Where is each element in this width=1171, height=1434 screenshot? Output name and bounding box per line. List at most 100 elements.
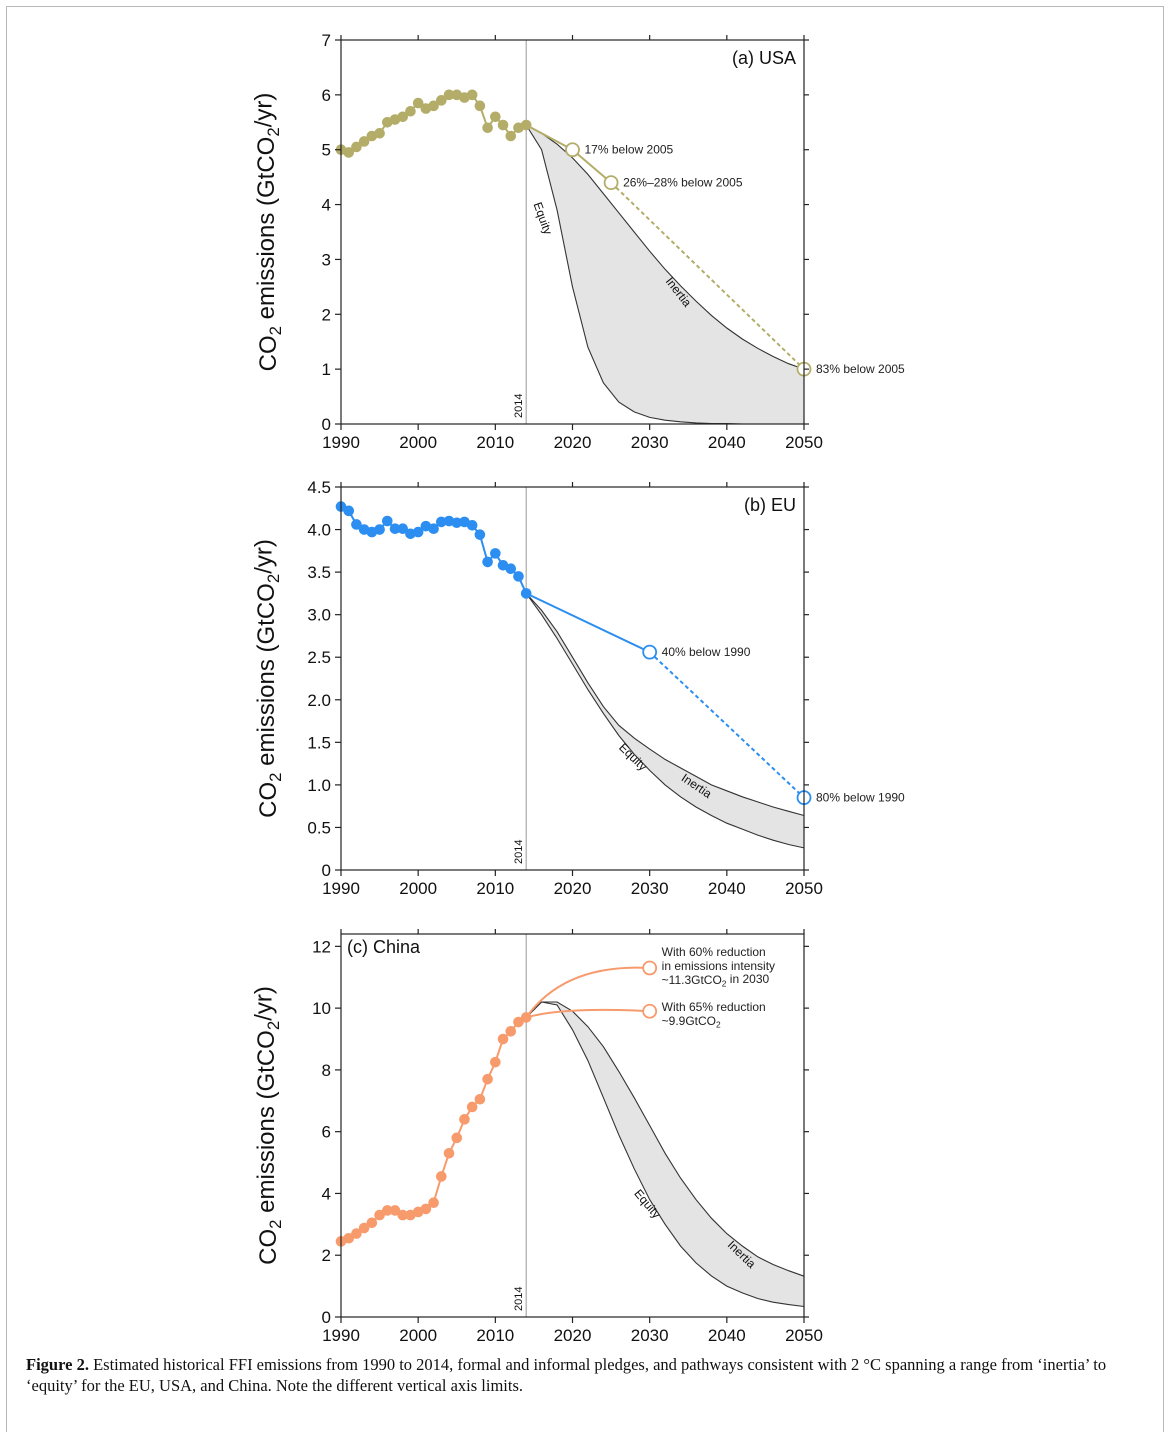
x-tick-label: 1990 <box>322 1326 360 1345</box>
history-point <box>436 1171 447 1182</box>
history-point <box>451 1132 463 1144</box>
history-point <box>466 89 478 101</box>
y-tick-label: 1 <box>322 360 331 379</box>
pledge-label-line: With 60% reduction <box>662 945 766 959</box>
history-point <box>397 111 409 123</box>
history-point <box>505 1025 517 1037</box>
pathway-band <box>526 125 804 424</box>
y-tick-label: 3.0 <box>307 606 331 625</box>
history-point <box>351 141 362 153</box>
history-point <box>482 1073 493 1085</box>
history-point <box>428 523 439 535</box>
pledge-label-line: in emissions intensity <box>662 959 775 973</box>
y-axis-label: CO2​ emissions (GtCO2​/yr) <box>251 93 285 372</box>
y-tick-label: 8 <box>322 1061 331 1080</box>
x-tick-label: 2040 <box>708 1326 746 1345</box>
x-tick-label: 2040 <box>708 879 746 898</box>
y-tick-label: 5 <box>322 141 331 160</box>
history-point <box>482 556 493 568</box>
y-tick-label: 7 <box>322 31 331 50</box>
y-tick-label: 4.0 <box>307 521 331 540</box>
pledge-point <box>642 960 658 976</box>
panel-label: (a) USA <box>732 48 796 68</box>
year-marker-label: 2014 <box>513 840 525 864</box>
y-axis-label: CO2​ emissions (GtCO2​/yr) <box>251 539 285 818</box>
history-point <box>412 97 424 109</box>
history-point <box>405 106 416 117</box>
history-point <box>358 136 370 147</box>
x-tick-label: 1990 <box>322 879 360 898</box>
panel-label: (b) EU <box>744 495 796 515</box>
panel-label: (c) China <box>347 937 421 957</box>
y-tick-label: 12 <box>312 937 331 956</box>
history-point <box>451 517 463 529</box>
history-point <box>343 505 355 517</box>
history-point <box>397 1209 409 1221</box>
history-point <box>505 563 517 575</box>
pledge-point <box>565 142 580 158</box>
history-point <box>436 95 447 106</box>
x-tick-label: 2000 <box>399 433 437 452</box>
x-tick-label: 2050 <box>785 1326 823 1345</box>
history-point <box>474 1093 486 1105</box>
pledge-curve <box>525 966 650 1018</box>
equity-pathway-line <box>525 1001 805 1308</box>
x-tick-label: 2050 <box>785 433 823 452</box>
history-point <box>382 1205 393 1216</box>
inertia-pathway-line <box>525 593 805 817</box>
history-point <box>466 520 478 531</box>
y-tick-label: 2.5 <box>307 648 331 667</box>
pledge-label: 26%–28% below 2005 <box>623 176 743 190</box>
history-point <box>428 1197 439 1209</box>
y-tick-label: 4 <box>322 196 331 215</box>
history-point <box>520 588 532 599</box>
x-tick-label: 2020 <box>554 1326 592 1345</box>
pledge-label-line: ~11.3GtCO2​ in 2030 <box>662 972 770 989</box>
pledge-label: 40% below 1990 <box>662 645 751 659</box>
history-point <box>351 519 362 530</box>
history-point <box>358 1222 370 1234</box>
x-tick-label: 2030 <box>631 879 669 898</box>
pledge-curve <box>525 1008 650 1019</box>
y-tick-label: 6 <box>322 1123 331 1142</box>
y-tick-label: 2.0 <box>307 691 331 710</box>
x-tick-label: 2010 <box>476 879 514 898</box>
history-point <box>497 1033 509 1045</box>
y-axis-label: CO2​ emissions (GtCO2​/yr) <box>251 986 285 1265</box>
inertia-pathway-line <box>525 124 805 370</box>
y-tick-label: 4.5 <box>307 478 331 497</box>
x-tick-label: 2030 <box>631 433 669 452</box>
year-marker-label: 2014 <box>513 394 525 418</box>
pledge-label-line: With 65% reduction <box>662 1000 766 1014</box>
history-point <box>443 89 455 101</box>
history-point <box>436 516 447 528</box>
pledge-point <box>642 644 658 660</box>
pledge-line <box>525 592 651 654</box>
y-tick-label: 3 <box>322 250 331 269</box>
history-point <box>389 523 401 535</box>
x-tick-label: 2030 <box>631 1326 669 1345</box>
history-point <box>343 1232 355 1244</box>
y-tick-label: 6 <box>322 86 331 105</box>
caption-label: Figure 2. <box>26 1355 89 1374</box>
y-tick-label: 2 <box>322 1246 331 1265</box>
pledge-point <box>642 1003 658 1019</box>
x-tick-label: 2010 <box>476 433 514 452</box>
pledge-line <box>610 181 805 370</box>
x-tick-label: 1990 <box>322 433 360 452</box>
y-tick-label: 2 <box>322 305 331 324</box>
history-point <box>474 100 486 112</box>
x-tick-label: 2020 <box>554 433 592 452</box>
pledge-line <box>525 124 573 151</box>
history-point <box>482 122 493 134</box>
x-tick-label: 2020 <box>554 879 592 898</box>
inertia-pathway-line <box>525 1001 805 1277</box>
pledge-label-line: ~9.9GtCO2​ <box>662 1014 721 1030</box>
x-tick-label: 2010 <box>476 1326 514 1345</box>
pledge-line <box>648 651 805 799</box>
history-point <box>466 1101 478 1113</box>
x-tick-label: 2040 <box>708 433 746 452</box>
